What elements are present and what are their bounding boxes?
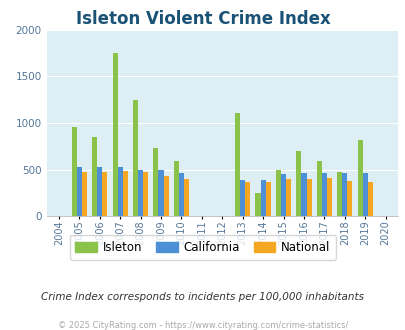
Bar: [143, 172, 148, 216]
Bar: [77, 167, 82, 216]
Bar: [82, 172, 87, 216]
Bar: [240, 180, 245, 216]
Bar: [296, 151, 301, 216]
Bar: [301, 173, 306, 216]
Bar: [341, 173, 347, 216]
Bar: [97, 167, 102, 216]
Bar: [117, 167, 122, 216]
Bar: [316, 161, 321, 216]
Bar: [280, 174, 286, 216]
Bar: [265, 182, 270, 216]
Text: © 2025 CityRating.com - https://www.cityrating.com/crime-statistics/: © 2025 CityRating.com - https://www.city…: [58, 321, 347, 330]
Bar: [173, 161, 179, 216]
Bar: [275, 171, 280, 216]
Bar: [72, 127, 77, 216]
Bar: [347, 181, 352, 216]
Bar: [92, 137, 97, 216]
Bar: [234, 113, 240, 216]
Bar: [357, 140, 362, 216]
Bar: [255, 193, 260, 216]
Text: Isleton Violent Crime Index: Isleton Violent Crime Index: [75, 10, 330, 28]
Text: Crime Index corresponds to incidents per 100,000 inhabitants: Crime Index corresponds to incidents per…: [41, 292, 364, 302]
Bar: [112, 53, 117, 216]
Bar: [306, 179, 311, 216]
Bar: [158, 171, 163, 216]
Bar: [326, 178, 331, 216]
Bar: [163, 176, 168, 216]
Bar: [153, 148, 158, 216]
Legend: Isleton, California, National: Isleton, California, National: [69, 235, 336, 260]
Bar: [321, 173, 326, 216]
Bar: [138, 170, 143, 216]
Bar: [336, 172, 341, 216]
Bar: [102, 172, 107, 216]
Bar: [132, 100, 138, 216]
Bar: [260, 180, 265, 216]
Bar: [286, 179, 290, 216]
Bar: [245, 182, 250, 216]
Bar: [179, 173, 183, 216]
Bar: [183, 179, 189, 216]
Bar: [362, 173, 367, 216]
Bar: [122, 171, 128, 216]
Bar: [367, 182, 372, 216]
